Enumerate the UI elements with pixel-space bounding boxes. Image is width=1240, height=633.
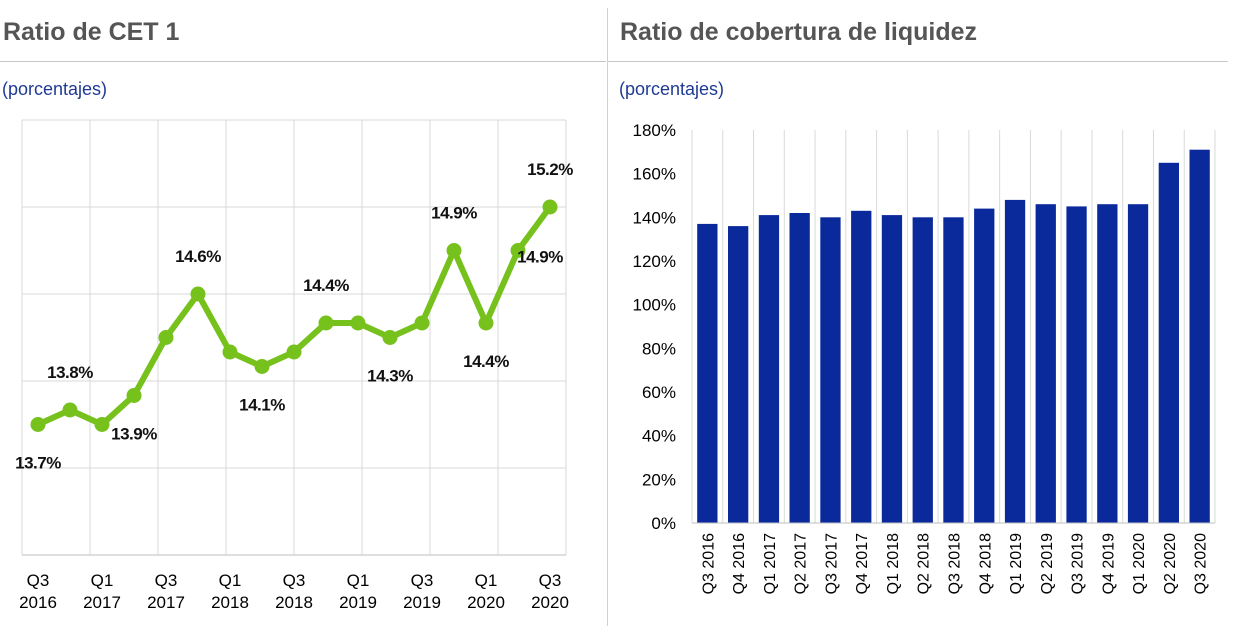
lcr-bar bbox=[1127, 204, 1149, 523]
lcr-bar bbox=[1035, 204, 1056, 523]
cet1-x-tick-label: Q1 2019 bbox=[339, 571, 377, 612]
cet1-x-tick-label: Q3 2019 bbox=[403, 571, 441, 612]
cet1-title: Ratio de CET 1 bbox=[3, 18, 180, 46]
lcr-x-tick-label: Q2 2019 bbox=[1039, 533, 1056, 594]
lcr-x-tick-label: Q1 2017 bbox=[762, 533, 779, 594]
cet1-x-tick-label: Q3 2020 bbox=[531, 571, 569, 612]
cet1-x-tick-label: Q1 2017 bbox=[83, 571, 121, 612]
lcr-x-tick-label: Q2 2017 bbox=[793, 533, 810, 594]
cet1-data-point bbox=[446, 243, 462, 258]
cet1-data-label: 13.7% bbox=[15, 454, 61, 473]
cet1-data-point bbox=[158, 330, 174, 345]
cet1-data-point bbox=[382, 330, 398, 345]
lcr-title-rule bbox=[608, 61, 1228, 62]
lcr-y-tick-label: 60% bbox=[642, 383, 676, 402]
cet1-data-point bbox=[190, 286, 206, 302]
lcr-subtitle: (porcentajes) bbox=[619, 79, 725, 99]
lcr-x-tick-label: Q3 2018 bbox=[947, 533, 964, 594]
cet1-subtitle: (porcentajes) bbox=[2, 79, 108, 99]
cet1-data-point bbox=[62, 402, 78, 418]
cet1-data-label: 14.1% bbox=[239, 396, 285, 415]
cet1-data-point bbox=[94, 417, 110, 432]
lcr-bar bbox=[728, 226, 749, 523]
cet1-x-tick-label: Q3 2018 bbox=[275, 571, 313, 612]
lcr-x-tick-label: Q4 2017 bbox=[854, 533, 871, 594]
cet1-data-point bbox=[414, 315, 430, 331]
cet1-data-label: 14.4% bbox=[303, 276, 349, 295]
lcr-x-tick-label: Q2 2018 bbox=[916, 533, 933, 594]
lcr-y-tick-label: 40% bbox=[642, 427, 676, 446]
cet1-data-label: 14.6% bbox=[175, 247, 221, 266]
cet1-data-point bbox=[350, 315, 366, 331]
cet1-data-point bbox=[30, 417, 46, 432]
cet1-x-tick-label: Q1 2020 bbox=[467, 571, 505, 612]
lcr-x-tick-label: Q4 2019 bbox=[1100, 533, 1117, 594]
cet1-data-point bbox=[126, 388, 142, 403]
cet1-panel: Ratio de CET 1 (porcentajes) bbox=[0, 0, 606, 633]
lcr-bar bbox=[1097, 204, 1118, 523]
lcr-y-tick-label: 100% bbox=[633, 296, 676, 315]
lcr-bar bbox=[789, 213, 810, 523]
lcr-bar bbox=[1066, 206, 1087, 523]
lcr-bar bbox=[758, 215, 780, 523]
lcr-y-tick-label: 0% bbox=[651, 514, 676, 533]
cet1-x-tick-label: Q1 2018 bbox=[211, 571, 249, 612]
lcr-x-tick-label: Q4 2016 bbox=[731, 533, 748, 594]
cet1-data-label: 13.8% bbox=[47, 363, 93, 382]
lcr-x-tick-label: Q1 2020 bbox=[1131, 533, 1148, 594]
cet1-data-point bbox=[222, 344, 238, 360]
lcr-panel: Ratio de cobertura de liquidez (porcenta… bbox=[608, 0, 1230, 633]
cet1-data-label: 13.9% bbox=[111, 425, 157, 444]
cet1-data-label: 15.2% bbox=[527, 160, 573, 179]
lcr-x-tick-label: Q1 2019 bbox=[1008, 533, 1025, 594]
cet1-x-tick-label: Q3 2016 bbox=[19, 571, 57, 612]
lcr-x-tick-label: Q3 2019 bbox=[1070, 533, 1087, 594]
cet1-x-tick-label: Q3 2017 bbox=[147, 571, 185, 612]
lcr-x-tick-label: Q3 2016 bbox=[700, 533, 717, 594]
cet1-line-chart: 13.7% 13.8% 13.9% 14.6% 14.1% 14.4% 14.3% 14.9%… bbox=[15, 119, 574, 612]
cet1-data-label: 14.9% bbox=[431, 204, 477, 223]
lcr-bar bbox=[912, 217, 933, 524]
cet1-data-point bbox=[542, 199, 558, 215]
cet1-data-point bbox=[286, 344, 302, 360]
lcr-x-tick-label: Q1 2018 bbox=[885, 533, 902, 594]
lcr-bar bbox=[1004, 199, 1026, 523]
cet1-data-point bbox=[478, 315, 494, 331]
lcr-y-tick-label: 80% bbox=[642, 339, 676, 358]
cet1-data-label: 14.9% bbox=[517, 248, 563, 267]
lcr-x-tick-label: Q3 2020 bbox=[1193, 533, 1210, 594]
cet1-data-point bbox=[510, 243, 526, 258]
cet1-data-point bbox=[254, 359, 270, 374]
cet1-data-label: 14.4% bbox=[463, 352, 509, 371]
lcr-y-tick-label: 140% bbox=[633, 208, 676, 227]
lcr-bar bbox=[1158, 162, 1179, 524]
lcr-y-tick-label: 180% bbox=[633, 121, 676, 140]
lcr-bar bbox=[697, 223, 718, 523]
lcr-y-tick-label: 160% bbox=[633, 165, 676, 184]
lcr-bar bbox=[974, 208, 995, 523]
lcr-y-tick-label: 20% bbox=[642, 470, 676, 489]
lcr-x-tick-label: Q4 2018 bbox=[977, 533, 994, 594]
lcr-bar bbox=[943, 217, 964, 524]
lcr-bar bbox=[1189, 149, 1210, 523]
cet1-data-point bbox=[318, 315, 334, 331]
lcr-bar bbox=[881, 215, 903, 523]
cet1-title-rule bbox=[0, 61, 606, 62]
cet1-data-label: 14.3% bbox=[367, 367, 413, 386]
lcr-x-tick-label: Q2 2020 bbox=[1162, 533, 1179, 594]
panel-divider bbox=[607, 8, 608, 626]
lcr-x-tick-label: Q3 2017 bbox=[823, 533, 840, 594]
lcr-title: Ratio de cobertura de liquidez bbox=[620, 18, 977, 46]
lcr-y-tick-label: 120% bbox=[633, 252, 676, 271]
lcr-bar bbox=[820, 217, 841, 524]
lcr-bar bbox=[851, 210, 872, 524]
